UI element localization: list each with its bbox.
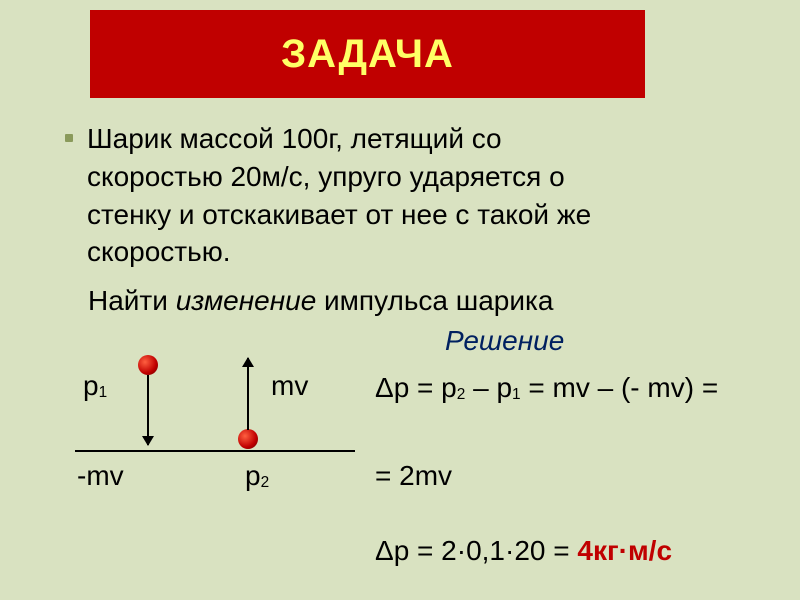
eq-frag: = mv – (- mv) = — [521, 372, 719, 403]
problem-line: скоростью 20м/с, упруго ударяется о — [87, 158, 591, 196]
sub-2: 2 — [261, 474, 270, 491]
mv-label: mv — [271, 370, 308, 402]
bullet-icon — [65, 134, 73, 142]
title-box: ЗАДАЧА — [90, 10, 645, 98]
solution-label: Решение — [445, 325, 564, 357]
wall-line — [75, 450, 355, 452]
eq-lhs: Δp = 2·0,1·20 = — [375, 535, 577, 566]
p2-label: p2 — [245, 460, 269, 492]
answer-value: 4кг·м/с — [577, 535, 672, 566]
eq-frag: Δp = p — [375, 372, 457, 403]
find-emphasis: изменение — [176, 285, 317, 316]
arrow-up-icon — [247, 358, 249, 430]
ball-icon — [138, 355, 158, 375]
equation-line-1: Δp = p2 – p1 = mv – (- mv) = — [375, 372, 718, 404]
problem-line: Шарик массой 100г, летящий со — [87, 120, 591, 158]
problem-line: стенку и отскакивает от нее с такой же — [87, 196, 591, 234]
eq-frag: – p — [465, 372, 512, 403]
sub-1: 1 — [512, 386, 521, 403]
find-line: Найти изменение импульса шарика — [88, 285, 553, 317]
p1-label: p1 — [83, 370, 107, 402]
slide-title: ЗАДАЧА — [281, 32, 454, 77]
neg-mv-label: -mv — [77, 460, 124, 492]
equation-line-2: = 2mv — [375, 460, 452, 492]
p-symbol: p — [245, 460, 261, 491]
find-prefix: Найти — [88, 285, 176, 316]
equation-line-3: Δp = 2·0,1·20 = 4кг·м/с — [375, 535, 672, 567]
sub-1: 1 — [99, 384, 108, 401]
problem-text: Шарик массой 100г, летящий со скоростью … — [65, 120, 745, 271]
problem-line: скоростью. — [87, 233, 591, 271]
sub-2: 2 — [457, 386, 466, 403]
arrow-down-icon — [147, 375, 149, 445]
ball-icon — [238, 429, 258, 449]
momentum-diagram: p1 mv -mv p2 — [75, 345, 355, 505]
find-suffix: импульса шарика — [316, 285, 553, 316]
p-symbol: p — [83, 370, 99, 401]
